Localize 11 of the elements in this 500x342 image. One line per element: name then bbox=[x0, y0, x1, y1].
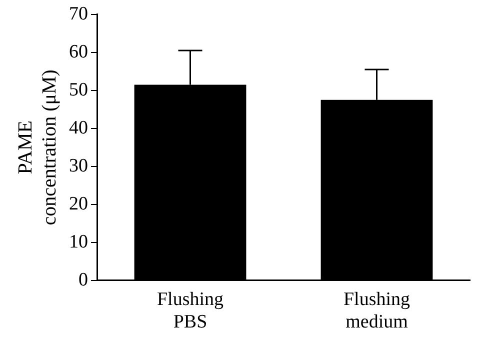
y-tick-label: 20 bbox=[69, 193, 88, 214]
y-tick-label: 50 bbox=[69, 79, 88, 100]
y-tick-label: 0 bbox=[78, 269, 88, 290]
x-tick-label: Flushing medium bbox=[343, 288, 411, 333]
y-tick-label: 30 bbox=[69, 155, 88, 176]
y-tick-label: 10 bbox=[69, 231, 88, 252]
x-tick-label: Flushing PBS bbox=[156, 288, 224, 333]
y-axis-title: PAME concentration (μM) bbox=[14, 70, 60, 226]
y-tick-label: 40 bbox=[69, 117, 88, 138]
y-tick-label: 60 bbox=[69, 41, 88, 62]
y-tick-label: 70 bbox=[69, 3, 88, 24]
